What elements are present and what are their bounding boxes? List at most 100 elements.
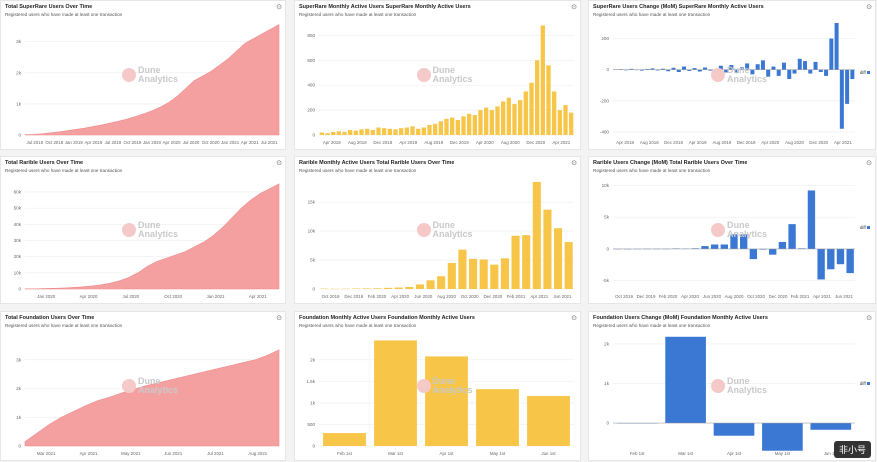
y-tick-label: 0 bbox=[606, 67, 609, 72]
x-tick-label: Jun 2021 bbox=[553, 294, 572, 299]
bar bbox=[532, 181, 541, 289]
watermark-line-1: Dune bbox=[727, 220, 750, 230]
chart-subtitle: Registered users who have made at least … bbox=[299, 323, 417, 328]
bar bbox=[792, 69, 797, 74]
settings-icon[interactable]: ⊙ bbox=[571, 160, 577, 167]
bar bbox=[729, 65, 734, 70]
x-tick-label: Oct 2020 bbox=[461, 294, 479, 299]
bar bbox=[808, 69, 813, 74]
watermark-line-2: Analytics bbox=[727, 229, 768, 239]
chart-plot: 0 200 400 600 800 Apr 2018 Aug 2018 Dec 2018 Apr… bbox=[307, 25, 574, 145]
x-tick-label: Dec 2020 bbox=[809, 140, 828, 145]
x-tick-label: Jun 2021 bbox=[835, 294, 854, 299]
x-tick-label: Apr 2020 bbox=[391, 294, 409, 299]
chart-title: Foundation Users Change (MoM) Foundation… bbox=[593, 315, 768, 321]
watermark-line-2: Analytics bbox=[432, 385, 473, 395]
chart-subtitle: Registered users who have made at least … bbox=[593, 12, 711, 17]
bar bbox=[564, 242, 573, 289]
chart-subtitle: Registered users who have made at least … bbox=[299, 168, 417, 173]
bar bbox=[323, 433, 366, 446]
bar bbox=[447, 262, 456, 289]
x-tick-label: Aug 2021 bbox=[248, 451, 267, 456]
x-tick-label: Aug 2020 bbox=[501, 140, 520, 145]
chart-subtitle: Registered users who have made at least … bbox=[5, 168, 123, 173]
bar bbox=[697, 69, 702, 72]
bar bbox=[750, 69, 755, 75]
bar bbox=[353, 130, 358, 135]
y-tick-label: 1k bbox=[16, 415, 22, 420]
chart-subtitle: Registered users who have made at least … bbox=[593, 323, 711, 328]
bar bbox=[710, 244, 719, 249]
chart-panel: Total Rarible Users Over Time Registered … bbox=[0, 156, 286, 304]
bar bbox=[476, 389, 519, 446]
settings-icon[interactable]: ⊙ bbox=[276, 315, 282, 322]
bar bbox=[546, 65, 551, 135]
x-tick-label: Apr 2021 bbox=[834, 140, 852, 145]
bar bbox=[376, 127, 381, 135]
y-tick-label: 500 bbox=[307, 422, 315, 427]
bar bbox=[370, 130, 375, 135]
bar bbox=[671, 67, 676, 70]
bar bbox=[382, 128, 387, 135]
bar bbox=[797, 58, 802, 70]
bar bbox=[718, 65, 723, 70]
x-tick-label: Aug 2018 bbox=[348, 140, 367, 145]
legend-swatch bbox=[867, 226, 870, 229]
x-tick-label: Jan 2020 bbox=[37, 294, 56, 299]
x-tick-label: Apr 2021 bbox=[80, 451, 98, 456]
bar bbox=[484, 107, 489, 135]
bar bbox=[563, 105, 568, 135]
bar bbox=[331, 131, 336, 135]
bar bbox=[373, 288, 382, 289]
x-tick-label: Aug 2018 bbox=[640, 140, 659, 145]
watermark-line-1: Dune bbox=[138, 220, 161, 230]
chart-subtitle: Registered users who have made at least … bbox=[299, 12, 417, 17]
chart-plot: 0 10k 20k 30k 40k 50k 60k Jan 2020 Apr 2020 Jul 2… bbox=[14, 183, 280, 299]
settings-icon[interactable]: ⊙ bbox=[571, 315, 577, 322]
x-tick-label: Apr 2021 bbox=[249, 294, 267, 299]
x-tick-label: Apr 1st bbox=[727, 451, 742, 456]
x-tick-label: Oct 2019 bbox=[615, 294, 633, 299]
x-tick-label: Apr 1st bbox=[440, 451, 455, 456]
bar bbox=[472, 115, 477, 135]
watermark: Dune Analytics bbox=[416, 66, 473, 84]
bar bbox=[813, 61, 818, 70]
dune-logo-icon bbox=[122, 68, 136, 82]
bar bbox=[850, 69, 855, 79]
chart-plot: 0 500 1k 1.5k 2k Feb 1st Mar 1st Apr 1st May 1st… bbox=[306, 340, 574, 456]
legend-swatch bbox=[867, 71, 870, 74]
watermark: Dune Analytics bbox=[711, 66, 767, 84]
settings-icon[interactable]: ⊙ bbox=[866, 160, 872, 167]
bar bbox=[740, 234, 748, 249]
bar bbox=[807, 190, 816, 249]
settings-icon[interactable]: ⊙ bbox=[276, 160, 282, 167]
bar bbox=[325, 133, 330, 135]
chart-panel: Rarible Users Change (MoM) Total Rarible… bbox=[588, 156, 876, 304]
bar bbox=[518, 100, 523, 135]
x-tick-label: Feb 2021 bbox=[791, 294, 810, 299]
x-tick-label: Apr 2020 bbox=[476, 140, 494, 145]
chart-panel: Rarible Monthly Active Users Total Rarib… bbox=[294, 156, 581, 304]
settings-icon[interactable]: ⊙ bbox=[571, 4, 577, 11]
bar bbox=[444, 118, 449, 135]
bar bbox=[639, 69, 644, 71]
bar bbox=[478, 110, 483, 135]
watermark-line-2: Analytics bbox=[138, 229, 179, 239]
bar bbox=[384, 287, 393, 289]
x-tick-label: Apr 2021 bbox=[530, 294, 548, 299]
bar bbox=[404, 127, 409, 135]
watermark-line-1: Dune bbox=[138, 65, 161, 75]
bar bbox=[734, 69, 739, 74]
chart-panel: Total Foundation Users Over Time Register… bbox=[0, 311, 286, 461]
y-tick-label: 800 bbox=[307, 33, 315, 38]
bar bbox=[672, 248, 680, 249]
bar bbox=[769, 248, 777, 255]
y-tick-label: 60k bbox=[14, 189, 22, 194]
settings-icon[interactable]: ⊙ bbox=[276, 4, 282, 11]
watermark-line-2: Analytics bbox=[138, 385, 179, 395]
x-tick-label: Apr 2019 bbox=[689, 140, 707, 145]
settings-icon[interactable]: ⊙ bbox=[866, 4, 872, 11]
settings-icon[interactable]: ⊙ bbox=[866, 315, 872, 322]
x-tick-label: Jan 2019 bbox=[65, 140, 84, 145]
bar bbox=[730, 234, 738, 249]
